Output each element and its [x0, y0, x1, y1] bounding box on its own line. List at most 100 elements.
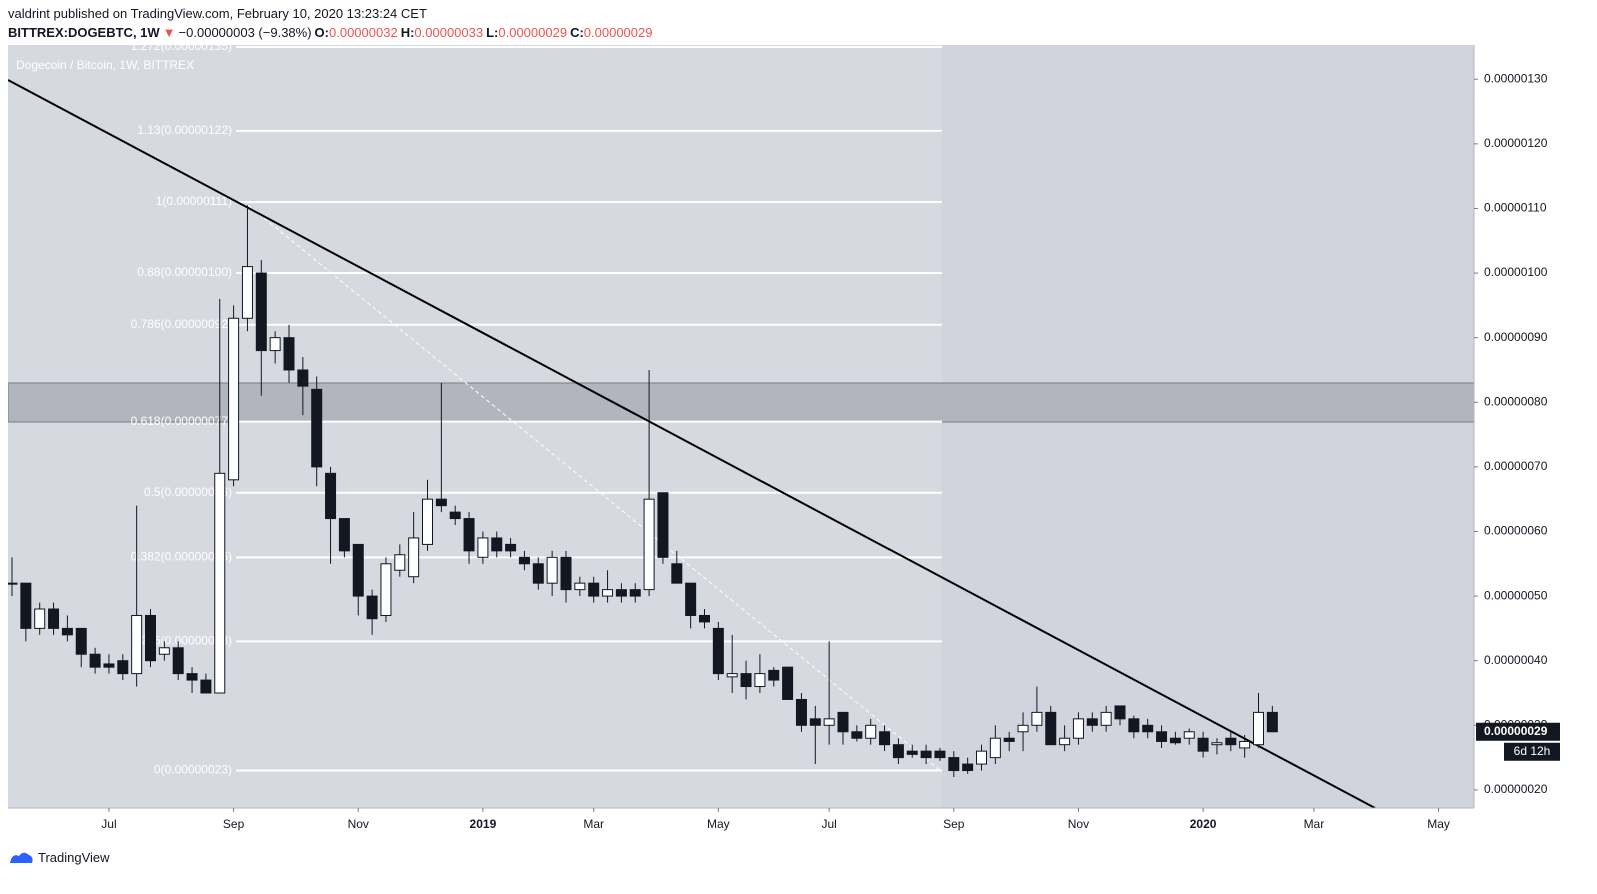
- x-tick-label: Mar: [1304, 817, 1325, 831]
- candle-body: [1114, 705, 1126, 720]
- candle-body: [1017, 724, 1029, 733]
- candle-body: [435, 498, 447, 507]
- brand-name: TradingView: [38, 849, 110, 865]
- candle-body: [269, 337, 281, 352]
- candle-body: [408, 537, 420, 578]
- candle-body: [643, 498, 655, 591]
- candle-body: [906, 750, 918, 755]
- candle-body: [934, 750, 946, 759]
- symbol: BITTREX:DOGEBTC, 1W: [8, 25, 160, 40]
- candle-body: [657, 492, 669, 558]
- candle-body: [477, 537, 489, 558]
- candle-body: [615, 589, 627, 597]
- candle-body: [754, 673, 766, 688]
- candle-body: [574, 582, 586, 591]
- candle-body: [283, 337, 295, 371]
- y-tick-label: 0.00000090: [1484, 330, 1548, 344]
- candle-body: [463, 518, 475, 552]
- y-tick-label: 0.00000050: [1484, 588, 1548, 602]
- fib-label: 0.618(0.00000077): [131, 414, 232, 428]
- x-tick-label: Nov: [1068, 817, 1089, 831]
- publish-info: valdrint published on TradingView.com, F…: [8, 6, 427, 21]
- candle-body: [809, 718, 821, 726]
- candle-body: [131, 614, 143, 675]
- candle-body: [1225, 737, 1237, 746]
- candle-body: [103, 663, 115, 668]
- candle-body: [422, 498, 433, 545]
- candle-body: [1183, 731, 1195, 739]
- candle-body: [255, 272, 267, 352]
- candle-body: [75, 627, 87, 655]
- x-tick-label: Sep: [223, 817, 245, 831]
- y-tick-label: 0.00000120: [1484, 136, 1548, 150]
- candle-body: [602, 589, 614, 597]
- candle-body: [1253, 711, 1264, 746]
- candle-body: [1211, 742, 1223, 746]
- candle-body: [1031, 711, 1043, 726]
- candle-body: [1266, 711, 1278, 733]
- y-tick-label: 0.00000060: [1484, 524, 1548, 538]
- x-tick-label: Mar: [583, 817, 604, 831]
- candle-body: [1045, 711, 1057, 746]
- fib-label: 1(0.00000111): [156, 194, 232, 208]
- candle-body: [1169, 737, 1181, 744]
- change: −0.00000003 (−9.38%): [178, 25, 312, 40]
- ohlc-value: 0.00000033: [414, 25, 484, 40]
- candle-body: [491, 537, 503, 552]
- candle-body: [297, 369, 309, 387]
- candle-body: [629, 589, 641, 597]
- candle-body: [1156, 731, 1168, 742]
- x-tick-label: May: [707, 817, 730, 831]
- candle-body: [1128, 718, 1140, 733]
- candle-body: [325, 472, 337, 520]
- candle-body: [1197, 737, 1209, 752]
- candle-body: [518, 556, 530, 565]
- candle-body: [366, 595, 378, 620]
- change-arrow: ▼: [162, 25, 176, 40]
- candle-body: [1003, 737, 1015, 742]
- candle-body: [726, 673, 738, 678]
- symbol-info: BITTREX:DOGEBTC, 1W ▼ −0.00000003 (−9.38%)…: [8, 25, 658, 40]
- y-tick-label: 0.00000100: [1484, 265, 1548, 279]
- x-tick-label: Nov: [348, 817, 369, 831]
- fib-label: 1.272(0.00000135): [131, 39, 232, 53]
- candle-body: [186, 673, 198, 681]
- candle-body: [8, 582, 18, 585]
- fib-label: 0.88(0.00000100): [137, 265, 232, 279]
- fib-label: 0.382(0.00000056): [131, 549, 232, 563]
- candle-body: [1086, 718, 1098, 726]
- candle-body: [20, 582, 32, 629]
- candle-body: [546, 556, 558, 584]
- candle-body: [920, 750, 932, 759]
- x-tick-label: Jul: [821, 817, 836, 831]
- candle-body: [338, 518, 350, 552]
- fib-label: 1.13(0.00000122): [137, 123, 232, 137]
- candle-body: [892, 744, 904, 759]
- y-tick-label: 0.00000110: [1484, 201, 1547, 215]
- candle-body: [976, 750, 987, 765]
- candle-body: [560, 556, 572, 591]
- candle-body: [228, 317, 240, 481]
- candle-body: [712, 627, 724, 675]
- candle-body: [699, 614, 710, 623]
- candle-body: [1100, 711, 1112, 726]
- y-tick-label: 0.00000020: [1484, 782, 1548, 796]
- candle-body: [214, 472, 226, 694]
- x-tick-label: 2019: [470, 817, 497, 831]
- fib-label: 0.786(0.00000092): [131, 317, 232, 331]
- x-tick-label: Jul: [101, 817, 116, 831]
- candle-body: [34, 608, 46, 629]
- logo: [10, 852, 33, 863]
- candle-body: [532, 563, 544, 584]
- candle-body: [740, 673, 752, 688]
- x-tick-label: May: [1427, 817, 1450, 831]
- plot: 1.272(0.00000135) 1.13(0.00000122) 1(0.000…: [8, 39, 1474, 808]
- candle-body: [394, 554, 406, 571]
- fib-guide: [247, 204, 943, 773]
- ohlc-value: 0.00000032: [329, 25, 398, 40]
- candle-body: [962, 763, 974, 772]
- candle-body: [782, 666, 794, 700]
- chart-title: Dogecoin / Bitcoin, 1W, BITTREX: [16, 58, 194, 72]
- trendline: [8, 79, 1376, 808]
